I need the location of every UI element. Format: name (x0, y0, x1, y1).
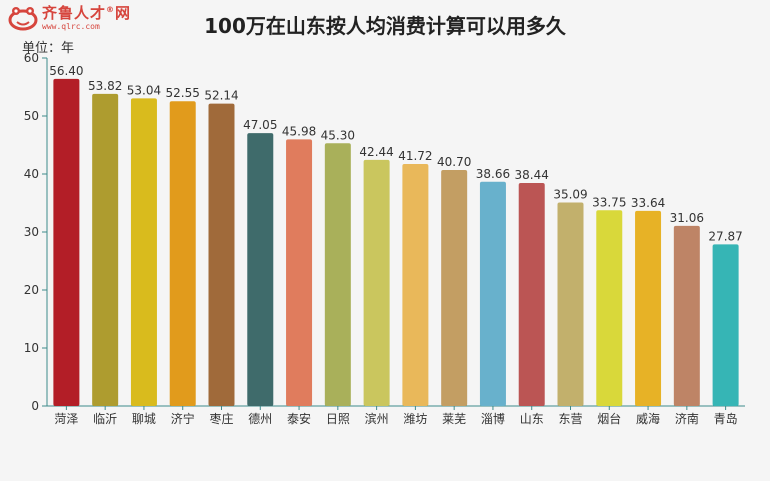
frog-logo-icon (8, 7, 38, 31)
x-tick-label: 聊城 (132, 412, 156, 426)
bar-value-label: 33.64 (631, 196, 665, 210)
bar (518, 183, 545, 406)
bar (324, 143, 351, 406)
x-tick-label: 莱芜 (442, 412, 466, 426)
logo-url: www.qlrc.com (42, 21, 100, 31)
x-tick-label: 菏泽 (54, 412, 78, 426)
bar (402, 164, 429, 406)
bar (635, 210, 662, 406)
logo: 齐鲁人才®网 www.qlrc.com (8, 5, 131, 31)
x-tick-label: 泰安 (287, 411, 311, 426)
y-tick-label: 20 (24, 283, 39, 297)
bar-value-label: 38.66 (476, 167, 510, 181)
x-tick-label: 东营 (558, 412, 582, 426)
x-tick-label: 烟台 (597, 411, 621, 426)
x-tick-label: 日照 (326, 412, 350, 426)
x-tick-label: 济南 (675, 411, 699, 426)
bar-value-label: 31.06 (670, 211, 704, 225)
x-tick-label: 青岛 (714, 411, 738, 426)
y-tick-label: 50 (24, 109, 39, 123)
bar (673, 225, 700, 406)
bar-value-label: 38.44 (515, 168, 549, 182)
y-tick-label: 40 (24, 167, 39, 181)
bar (596, 210, 623, 406)
bar (557, 202, 584, 406)
chart-title: 100万在山东按人均消费计算可以用多久 (204, 14, 566, 38)
x-tick-label: 淄博 (481, 411, 505, 426)
bar-value-label: 53.82 (88, 79, 122, 93)
y-tick-label: 10 (24, 341, 39, 355)
bar-value-label: 35.09 (553, 187, 587, 201)
bar (130, 98, 157, 407)
bar (712, 244, 739, 406)
bar (479, 181, 506, 406)
bar (441, 169, 468, 406)
bar-value-label: 47.05 (243, 118, 277, 132)
x-tick-label: 山东 (520, 412, 544, 426)
x-tick-label: 济宁 (171, 411, 195, 426)
bar (92, 93, 119, 407)
bar (208, 103, 235, 406)
bar-value-label: 52.55 (166, 86, 200, 100)
bar (169, 101, 196, 407)
bar (286, 139, 313, 407)
bar-value-label: 41.72 (398, 149, 432, 163)
y-tick-label: 30 (24, 225, 39, 239)
bar (363, 159, 390, 406)
bar (53, 78, 80, 406)
bar-value-label: 53.04 (127, 83, 161, 97)
x-tick-label: 枣庄 (209, 411, 233, 426)
y-tick-label: 0 (31, 399, 39, 413)
bar (247, 133, 274, 407)
bar-value-label: 45.30 (321, 128, 355, 142)
bar-value-label: 52.14 (204, 89, 238, 103)
bar-value-label: 56.40 (49, 64, 83, 78)
x-tick-label: 威海 (636, 411, 660, 426)
bar-value-label: 45.98 (282, 124, 316, 138)
y-axis-unit-label: 单位：年 (22, 41, 75, 56)
logo-name: 齐鲁人才®网 (42, 3, 132, 22)
bar-value-label: 42.44 (359, 145, 393, 159)
bar-value-label: 40.70 (437, 155, 471, 169)
bar-value-label: 27.87 (708, 229, 742, 243)
x-tick-label: 临沂 (93, 412, 117, 426)
y-tick-label: 60 (24, 51, 39, 65)
x-tick-label: 德州 (248, 411, 272, 426)
x-tick-label: 滨州 (365, 411, 389, 426)
bar-value-label: 33.75 (592, 195, 626, 209)
x-tick-label: 潍坊 (403, 411, 427, 426)
